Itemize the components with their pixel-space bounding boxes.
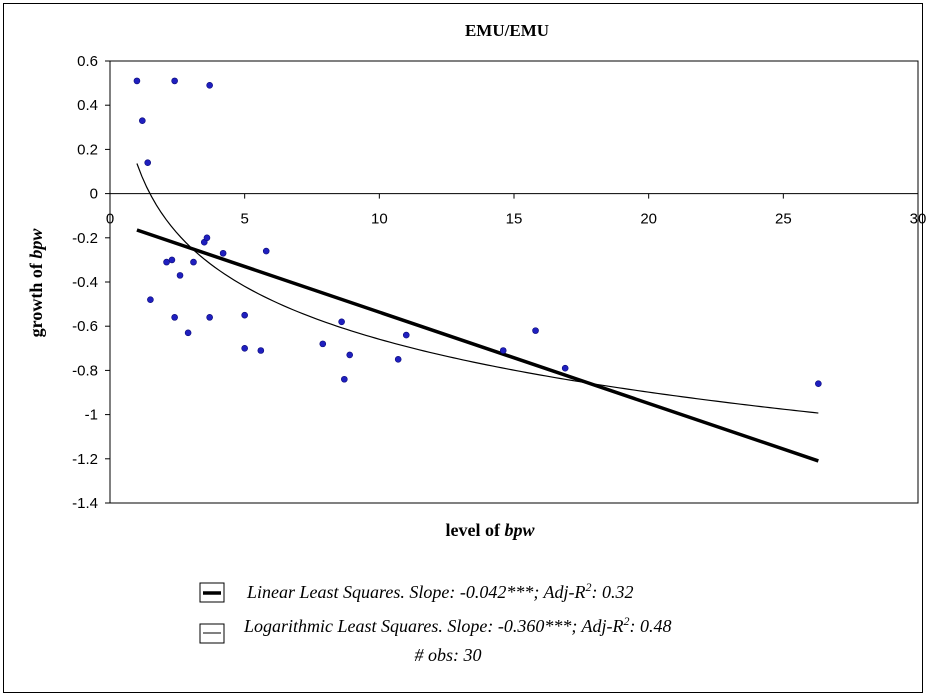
- legend-label-linear: Linear Least Squares. Slope: -0.042***; …: [246, 580, 633, 602]
- data-point: [171, 77, 178, 85]
- y-tick-label: 0.2: [77, 141, 98, 158]
- data-point: [241, 344, 248, 352]
- data-point: [532, 327, 539, 334]
- legend: Linear Least Squares. Slope: -0.042***; …: [199, 580, 671, 665]
- data-point: [257, 347, 265, 354]
- data-point: [241, 311, 248, 319]
- data-point: [262, 247, 270, 255]
- data-point: [338, 318, 345, 326]
- y-tick-label: 0.6: [77, 53, 98, 70]
- y-tick-label: 0: [90, 186, 98, 203]
- data-point: [176, 272, 184, 279]
- plot-area: [109, 60, 919, 504]
- x-tick-label: 25: [775, 211, 792, 228]
- data-point: [147, 296, 154, 303]
- linear-fit-line: [136, 228, 819, 463]
- y-axis: 0.6 0.4 0.2 0 -0.2 -0.4 -0.6 -0.8 -1 -1.2 -1.4: [72, 53, 111, 512]
- y-axis-label: growth of bpw: [26, 228, 46, 338]
- x-tick-label: 5: [240, 211, 248, 228]
- data-point: [203, 234, 211, 242]
- data-point: [402, 331, 410, 339]
- x-tick-label: 0: [106, 211, 114, 228]
- y-tick-label: -0.8: [72, 362, 98, 379]
- data-point: [168, 256, 176, 264]
- x-axis: 0 5 10 15 20 25 30: [106, 193, 926, 228]
- log-fit-curve: [136, 163, 819, 414]
- y-tick-label: 0.4: [77, 97, 98, 114]
- fit-lines: [136, 163, 819, 463]
- data-point: [184, 329, 192, 337]
- chart-title: EMU/EMU: [465, 21, 549, 40]
- data-point: [171, 314, 178, 321]
- data-points: [133, 77, 822, 387]
- y-tick-label: -1.4: [72, 495, 98, 512]
- chart-frame: [3, 3, 923, 693]
- y-tick-label: -1: [85, 407, 98, 424]
- legend-obs-count: # obs: 30: [415, 645, 482, 665]
- y-tick-label: -0.2: [72, 230, 98, 247]
- y-tick-label: -0.6: [72, 318, 98, 335]
- data-point: [206, 82, 213, 89]
- x-tick-label: 30: [910, 211, 926, 228]
- data-point: [133, 77, 141, 85]
- data-point: [341, 375, 348, 383]
- data-point: [394, 356, 402, 363]
- legend-label-log: Logarithmic Least Squares. Slope: -0.360…: [243, 614, 671, 636]
- data-point: [190, 258, 197, 266]
- data-point: [561, 364, 569, 372]
- y-tick-label: -1.2: [72, 451, 98, 468]
- data-point: [815, 380, 822, 387]
- data-point: [346, 351, 354, 359]
- data-point: [144, 159, 152, 166]
- x-axis-label: level of bpw: [446, 520, 536, 540]
- x-tick-label: 20: [640, 211, 657, 228]
- data-point: [206, 314, 213, 321]
- data-point: [319, 340, 327, 348]
- y-tick-label: -0.4: [72, 274, 98, 291]
- data-point: [139, 117, 146, 124]
- data-point: [219, 249, 227, 257]
- data-point: [499, 347, 507, 354]
- x-tick-label: 15: [506, 211, 523, 228]
- x-tick-label: 10: [371, 211, 388, 228]
